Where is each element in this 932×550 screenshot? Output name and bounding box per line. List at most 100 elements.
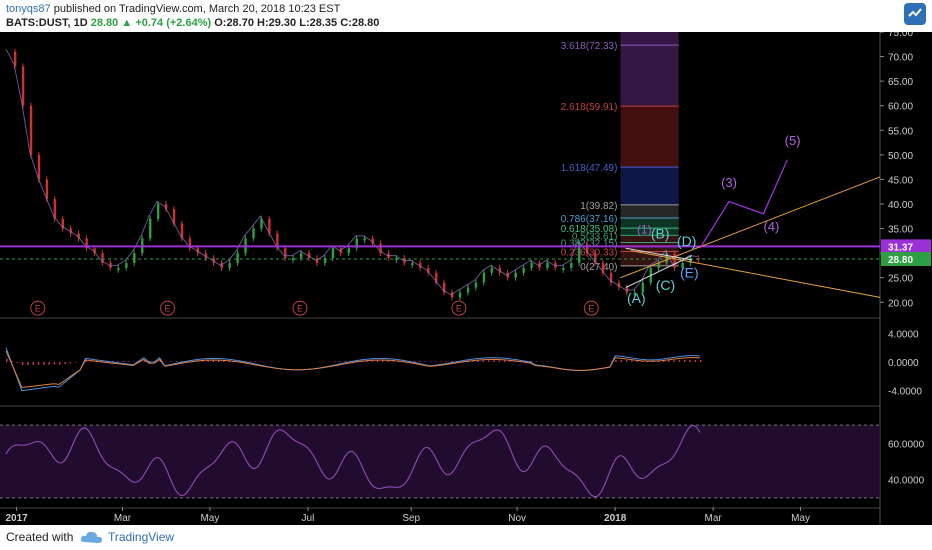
candle-body bbox=[546, 262, 549, 268]
price-change: +0.74 (+2.64%) bbox=[135, 17, 212, 29]
price-tick-label: 75.00 bbox=[888, 32, 913, 39]
fib-level-label: 0.5(33.61) bbox=[572, 231, 618, 242]
tradingview-link[interactable]: TradingView bbox=[108, 530, 175, 544]
macd-histogram-bar bbox=[371, 360, 373, 362]
candle-body bbox=[586, 243, 589, 254]
macd-histogram-bar bbox=[392, 360, 395, 362]
candle-body bbox=[419, 262, 422, 268]
macd-histogram-bar bbox=[382, 360, 384, 362]
time-tick-label: Mar bbox=[114, 513, 132, 524]
close-price: C:28.80 bbox=[340, 17, 380, 29]
macd-histogram-bar bbox=[440, 361, 442, 362]
macd-histogram-bar bbox=[435, 361, 437, 362]
candle-body bbox=[355, 238, 358, 249]
candle-body bbox=[657, 262, 660, 268]
candle-body bbox=[498, 267, 502, 273]
candle-body bbox=[562, 267, 565, 270]
rsi-tick-label: 60.0000 bbox=[888, 439, 925, 450]
earnings-marker-label: E bbox=[297, 304, 303, 314]
time-tick-label: May bbox=[200, 513, 219, 524]
candle-body bbox=[292, 258, 295, 261]
macd-histogram-bar bbox=[668, 360, 670, 362]
candle-body bbox=[609, 272, 613, 283]
projected-wave-path bbox=[699, 159, 788, 249]
candle-body bbox=[164, 203, 168, 209]
wave-label: (E) bbox=[680, 265, 699, 281]
macd-histogram-bar bbox=[37, 362, 40, 365]
candle-body bbox=[633, 292, 637, 295]
last-price: 28.80 bbox=[90, 17, 119, 29]
macd-histogram-bar bbox=[74, 362, 77, 363]
candle-body bbox=[299, 253, 303, 259]
rsi-tick-label: 40.0000 bbox=[888, 476, 925, 487]
macd-histogram-bar bbox=[334, 361, 336, 362]
macd-histogram-bar bbox=[164, 361, 167, 362]
chart-canvas[interactable]: 75.00 70.00 65.00 60.00 55.00 50.00 45.00 40.00… bbox=[0, 32, 932, 525]
candle-body bbox=[522, 267, 525, 273]
candle-body bbox=[339, 248, 343, 254]
candle-body bbox=[538, 262, 541, 268]
tradingview-logo-icon bbox=[904, 3, 926, 25]
candle-body bbox=[458, 292, 462, 298]
price-tick-label: 70.00 bbox=[888, 53, 913, 64]
macd-histogram-bar bbox=[133, 361, 135, 362]
macd-histogram-bar bbox=[424, 361, 426, 362]
candle-body bbox=[681, 262, 684, 268]
wave-label: (1) bbox=[637, 222, 652, 236]
time-tick-label: Sep bbox=[402, 513, 420, 524]
earnings-marker-label: E bbox=[456, 304, 462, 314]
macd-histogram-bar bbox=[673, 360, 675, 362]
earnings-marker-circle bbox=[30, 300, 46, 316]
macd-histogram-bar bbox=[212, 360, 215, 362]
macd-histogram-bar bbox=[493, 360, 495, 362]
lower-trendline bbox=[630, 250, 881, 298]
candle-body bbox=[443, 282, 446, 293]
fib-level-label: 2.618(59.91) bbox=[561, 102, 618, 113]
price-label-box bbox=[881, 239, 931, 254]
macd-signal-line bbox=[5, 350, 700, 388]
wave-label: (B) bbox=[651, 225, 670, 241]
macd-histogram-bar bbox=[217, 360, 220, 362]
macd-histogram-bar bbox=[11, 360, 13, 362]
candle-body bbox=[93, 248, 96, 254]
macd-histogram-bar bbox=[355, 360, 358, 362]
candle-body bbox=[196, 248, 200, 254]
fib-level-label: 0.382(32.15) bbox=[561, 239, 618, 250]
macd-histogram-bar bbox=[509, 360, 511, 362]
candle-body bbox=[641, 282, 645, 293]
earnings-marker-circle bbox=[292, 300, 308, 316]
tradingview-cloud-icon bbox=[80, 531, 102, 543]
macd-histogram-bar bbox=[201, 360, 204, 362]
symbol-line: BATS:DUST, 1D 28.80 ▲ +0.74 (+2.64%) O:2… bbox=[6, 17, 379, 29]
macd-histogram-bar bbox=[101, 360, 103, 362]
candle-body bbox=[220, 262, 223, 268]
candle-body bbox=[85, 238, 88, 249]
candle-body bbox=[37, 154, 41, 180]
candle-body bbox=[570, 262, 573, 268]
chart-area[interactable]: 75.00 70.00 65.00 60.00 55.00 50.00 45.00 40.00… bbox=[0, 32, 932, 525]
macd-histogram-bar bbox=[694, 359, 697, 362]
up-arrow-icon: ▲ bbox=[121, 17, 133, 29]
chart-header: tonyqs87 published on TradingView.com, M… bbox=[0, 0, 932, 32]
macd-histogram-bar bbox=[6, 358, 8, 362]
candle-body bbox=[101, 253, 104, 263]
macd-tick-label: 0.0000 bbox=[888, 358, 919, 369]
fib-level-label: 3.618(72.33) bbox=[561, 41, 618, 52]
macd-histogram-bar bbox=[58, 362, 61, 365]
candle-body bbox=[514, 272, 517, 278]
macd-histogram-bar bbox=[472, 360, 474, 362]
symbol-label[interactable]: BATS:DUST, 1D bbox=[6, 17, 88, 29]
macd-histogram-bar bbox=[149, 360, 151, 362]
macd-histogram-bar bbox=[27, 362, 29, 366]
macd-histogram-bar bbox=[615, 359, 617, 362]
fib-level-label: 1.618(47.49) bbox=[561, 163, 618, 174]
candle-body bbox=[371, 238, 374, 244]
candle-body bbox=[665, 253, 668, 263]
macd-histogram-bar bbox=[429, 361, 432, 362]
author-name[interactable]: tonyqs87 bbox=[6, 3, 51, 15]
macd-histogram-bar bbox=[636, 360, 638, 362]
price-tick-label: 50.00 bbox=[888, 151, 913, 162]
time-tick-label: Mar bbox=[705, 513, 723, 524]
macd-histogram-bar bbox=[339, 361, 342, 362]
fib-zone-low bbox=[620, 235, 679, 266]
